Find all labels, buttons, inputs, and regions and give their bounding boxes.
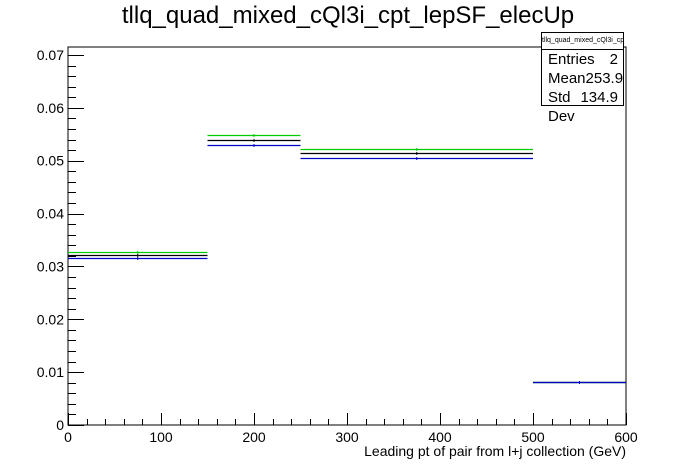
stats-entries-label: Entries — [548, 51, 595, 68]
stats-box-name: tllq_quad_mixed_cQl3i_cpt_lepSF_elecUp — [542, 33, 623, 50]
stats-mean-value: 253.9 — [585, 70, 624, 87]
y-tick-label: 0.03 — [37, 258, 64, 274]
x-tick-label: 200 — [242, 429, 266, 445]
axis-ticks — [68, 55, 627, 426]
y-tick-label: 0.02 — [37, 311, 64, 327]
y-tick-label: 0.06 — [37, 100, 64, 116]
x-tick-label: 500 — [521, 429, 545, 445]
y-tick-label: 0.04 — [37, 206, 64, 222]
y-tick-label: 0 — [56, 417, 64, 433]
stats-box: tllq_quad_mixed_cQl3i_cpt_lepSF_elecUp E… — [541, 32, 624, 125]
x-tick-label: 400 — [428, 429, 452, 445]
stats-entries-value: 2 — [609, 51, 618, 68]
stats-stddev-label: Std Dev — [548, 89, 575, 125]
x-tick-label: 0 — [64, 429, 72, 445]
x-tick-label: 100 — [149, 429, 173, 445]
x-tick-label: 600 — [614, 429, 638, 445]
y-tick-label: 0.01 — [37, 364, 64, 380]
tick-labels: 0 100 200 300 400 500 600 0 0.01 0.02 0.03 0.04 0.05… — [37, 47, 638, 445]
stats-row-stddev: Std Dev 134.9 — [542, 88, 623, 126]
x-axis-title: Leading pt of pair from l+j collection (… — [364, 443, 626, 459]
x-tick-label: 300 — [335, 429, 359, 445]
stats-row-mean: Mean 253.9 — [542, 69, 623, 88]
chart-title: tllq_quad_mixed_cQl3i_cpt_lepSF_elecUp — [121, 2, 575, 29]
stats-mean-label: Mean — [548, 70, 586, 87]
y-tick-label: 0.05 — [37, 153, 64, 169]
histogram-series-1 — [68, 139, 626, 384]
histogram-series-2 — [68, 144, 626, 384]
stats-stddev-value: 134.9 — [580, 89, 618, 106]
stats-row-entries: Entries 2 — [542, 50, 623, 69]
histogram-series — [68, 134, 626, 384]
y-tick-label: 0.07 — [37, 47, 64, 63]
